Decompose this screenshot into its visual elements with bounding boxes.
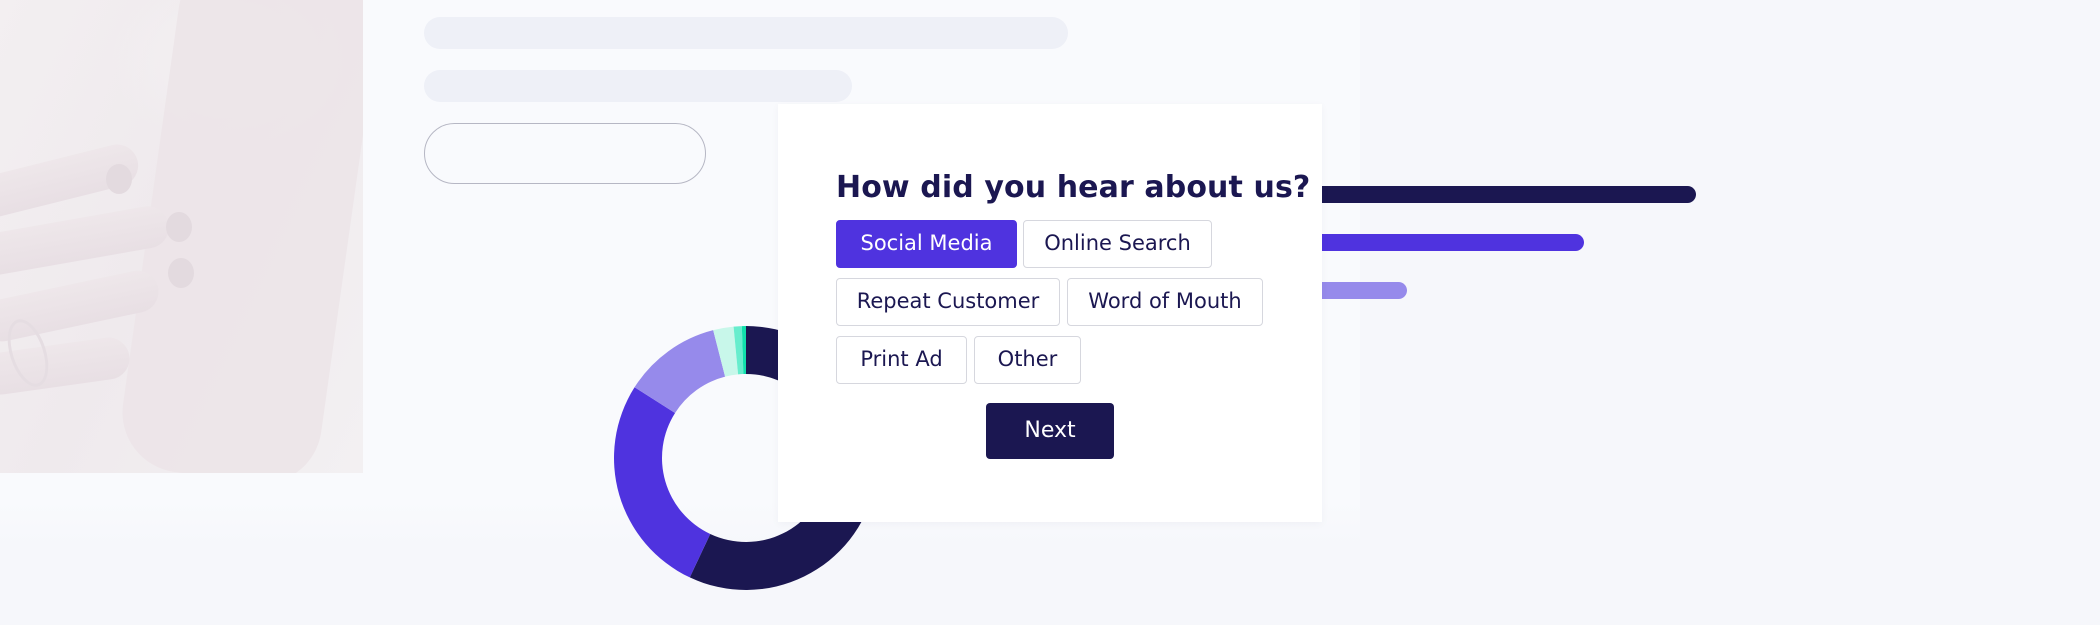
donut-slice-6 <box>741 326 746 375</box>
option-other[interactable]: Other <box>974 336 1081 384</box>
option-repeat-customer[interactable]: Repeat Customer <box>836 278 1060 326</box>
skeleton-pill-button <box>424 123 706 184</box>
option-social-media[interactable]: Social Media <box>836 220 1017 268</box>
skeleton-line <box>424 17 1068 49</box>
survey-question: How did you hear about us? <box>836 170 1311 205</box>
donut-slice-2 <box>614 387 711 578</box>
skeleton-line <box>424 70 852 102</box>
survey-card: How did you hear about us? Social Media … <box>778 104 1322 522</box>
donut-slice-5 <box>733 326 744 375</box>
photo-nail <box>166 212 192 242</box>
photo-nail <box>106 164 132 194</box>
option-online-search[interactable]: Online Search <box>1023 220 1212 268</box>
donut-slice-4 <box>713 326 739 377</box>
next-button[interactable]: Next <box>986 403 1114 459</box>
donut-slice-3 <box>634 330 726 413</box>
background-photo <box>0 0 363 473</box>
option-word-of-mouth[interactable]: Word of Mouth <box>1067 278 1263 326</box>
option-print-ad[interactable]: Print Ad <box>836 336 967 384</box>
photo-nail <box>168 258 194 288</box>
